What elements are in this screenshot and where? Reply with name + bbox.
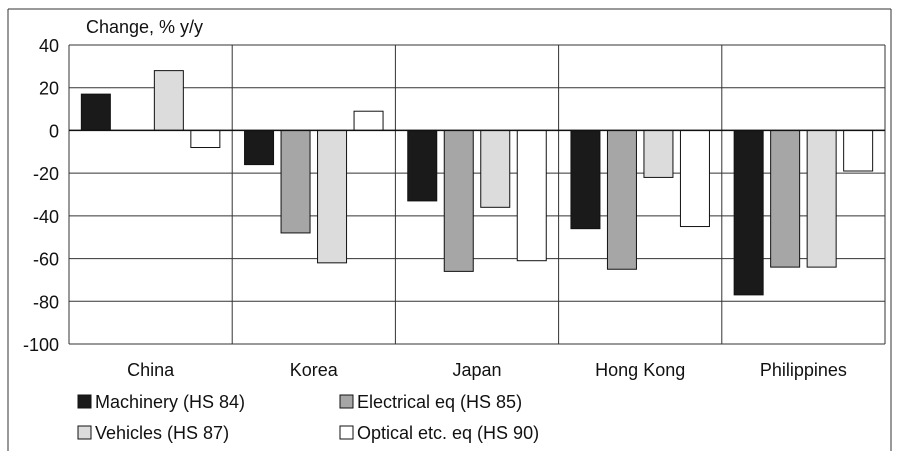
legend-swatch: [339, 425, 354, 440]
legend-swatch: [77, 425, 92, 440]
y-tick-label: 40: [39, 36, 59, 56]
bar: [516, 129, 547, 262]
bars: [80, 70, 874, 296]
legend-item: Optical etc. eq (HS 90): [339, 423, 539, 443]
legend-label: Machinery (HS 84): [95, 392, 245, 412]
category-label: Korea: [290, 360, 339, 380]
bar: [244, 129, 275, 166]
category-label: China: [127, 360, 175, 380]
bar: [407, 129, 438, 202]
bar: [443, 129, 474, 272]
chart-frame: [7, 8, 892, 451]
bar: [280, 129, 311, 234]
y-tick-label: -40: [33, 207, 59, 227]
category-label: Japan: [452, 360, 501, 380]
bar: [190, 129, 221, 149]
legend: Machinery (HS 84) Electrical eq (HS 85) Ve…: [77, 392, 539, 443]
bar: [843, 129, 874, 172]
legend-item: Vehicles (HS 87): [77, 423, 229, 443]
y-tick-label: 0: [49, 121, 59, 141]
bar: [733, 129, 764, 296]
bar: [80, 93, 111, 131]
category-label: Philippines: [760, 360, 847, 380]
legend-swatch: [77, 394, 92, 409]
bar: [317, 129, 348, 264]
bar: [570, 129, 601, 230]
y-tick-label: 20: [39, 79, 59, 99]
bar: [806, 129, 837, 268]
legend-swatch: [339, 394, 354, 409]
axes: 40 20 0 -20 -40 -60 -80 -100 China Korea Japan Hong…: [23, 36, 885, 380]
bar: [153, 70, 184, 131]
y-axis-label: Change, % y/y: [86, 17, 203, 37]
bar: [679, 129, 710, 228]
bar: [643, 129, 674, 178]
legend-label: Optical etc. eq (HS 90): [357, 423, 539, 443]
bar: [606, 129, 637, 270]
y-tick-label: -80: [33, 292, 59, 312]
legend-label: Electrical eq (HS 85): [357, 392, 522, 412]
category-label: Hong Kong: [595, 360, 685, 380]
bar: [770, 129, 801, 268]
y-tick-label: -60: [33, 250, 59, 270]
legend-item: Electrical eq (HS 85): [339, 392, 522, 412]
bar: [353, 110, 384, 131]
legend-label: Vehicles (HS 87): [95, 423, 229, 443]
y-tick-label: -20: [33, 164, 59, 184]
legend-item: Machinery (HS 84): [77, 392, 245, 412]
y-tick-label: -100: [23, 335, 59, 355]
bar: [480, 129, 511, 208]
